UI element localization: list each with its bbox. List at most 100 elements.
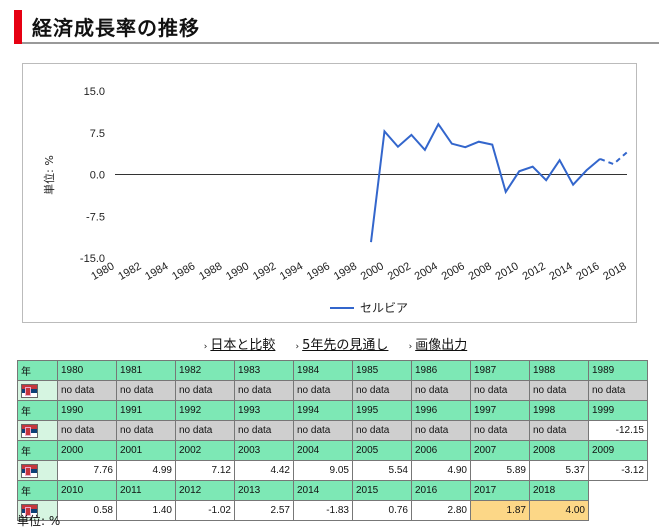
value-cell: no data [470, 420, 530, 441]
year-cell: 1983 [234, 360, 294, 381]
year-cell: 2011 [116, 480, 176, 501]
x-tick-label: 1994 [278, 260, 305, 283]
unit-note: 単位: % [17, 514, 61, 528]
table-value-row: 0.58 1.40 -1.02 2.57 -1.83 0.76 2.80 1.87 4.00 [17, 500, 648, 521]
x-tick-label: 1986 [170, 260, 197, 283]
x-tick-label: 1988 [197, 260, 224, 283]
year-cell: 2010 [57, 480, 117, 501]
x-tick-label: 2008 [467, 260, 494, 283]
year-header-cell: 年 [17, 480, 58, 501]
y-tick-label: 15.0 [84, 86, 105, 98]
table-year-row: 年 1980 1981 1982 1983 1984 1985 1986 1987 1988 198… [17, 360, 648, 381]
value-cell: no data [175, 420, 235, 441]
page-title: 経済成長率の推移 [32, 16, 200, 40]
value-cell: no data [293, 420, 353, 441]
value-cell: 1.87 [470, 500, 530, 521]
table-value-row: 7.76 4.99 7.12 4.42 9.05 5.54 4.90 5.89 5.37 -3.1… [17, 460, 648, 481]
y-tick-label: 0.0 [90, 170, 105, 182]
page-header: 経済成長率の推移 [14, 10, 659, 44]
value-cell: no data [116, 420, 176, 441]
value-cell: no data [175, 380, 235, 401]
value-cell: no data [234, 380, 294, 401]
year-cell: 2003 [234, 440, 294, 461]
year-cell: 1981 [116, 360, 176, 381]
year-cell: 1991 [116, 400, 176, 421]
value-cell: 0.58 [57, 500, 117, 521]
image-export-link[interactable]: › 画像出力 [409, 334, 468, 353]
year-cell: 1992 [175, 400, 235, 421]
value-cell: 7.76 [57, 460, 117, 481]
year-cell: 1993 [234, 400, 294, 421]
year-header-cell: 年 [17, 360, 58, 381]
year-cell: 2015 [352, 480, 412, 501]
year-header-cell: 年 [17, 400, 58, 421]
country-flag-cell [17, 500, 58, 521]
value-cell: 5.89 [470, 460, 530, 481]
year-cell: 1995 [352, 400, 412, 421]
table-year-row: 年 2000 2001 2002 2003 2004 2005 2006 2007 2008 200… [17, 440, 648, 461]
value-cell: -12.15 [588, 420, 648, 441]
year-cell: 1987 [470, 360, 530, 381]
x-tick-label: 1982 [116, 260, 143, 283]
value-cell: 5.37 [529, 460, 589, 481]
year-cell: 1997 [470, 400, 530, 421]
value-cell: no data [57, 420, 117, 441]
year-cell: 2000 [57, 440, 117, 461]
year-cell: 1989 [588, 360, 648, 381]
serbia-flag-icon [21, 423, 38, 438]
value-cell: no data [57, 380, 117, 401]
empty-cell [588, 500, 648, 521]
year-cell: 2002 [175, 440, 235, 461]
value-cell: 1.40 [116, 500, 176, 521]
country-flag-cell [17, 460, 58, 481]
x-tick-label: 2012 [520, 260, 547, 283]
chart-container: 15.0 7.5 0.0 -7.5 -15.0 1980 1982 1984 1986 1988 1… [22, 63, 637, 323]
year-cell: 2007 [470, 440, 530, 461]
value-cell: no data [529, 380, 589, 401]
country-flag-cell [17, 420, 58, 441]
year-cell: 1986 [411, 360, 471, 381]
value-cell: no data [234, 420, 294, 441]
year-cell: 1982 [175, 360, 235, 381]
value-cell: no data [116, 380, 176, 401]
five-year-outlook-label: 5年先の見通し [302, 338, 389, 353]
value-cell: no data [411, 380, 471, 401]
year-cell: 1996 [411, 400, 471, 421]
value-cell: 4.00 [529, 500, 589, 521]
year-cell: 1984 [293, 360, 353, 381]
value-cell: no data [588, 380, 648, 401]
y-tick-label: -15.0 [80, 253, 105, 265]
year-cell: 1980 [57, 360, 117, 381]
value-cell: 4.99 [116, 460, 176, 481]
series-line-serbia [370, 122, 601, 243]
year-cell: 2016 [411, 480, 471, 501]
image-export-label: 画像出力 [415, 338, 468, 353]
year-cell: 1994 [293, 400, 353, 421]
empty-cell [588, 480, 648, 501]
x-tick-label: 2002 [386, 260, 413, 283]
year-cell: 1990 [57, 400, 117, 421]
compare-japan-link[interactable]: › 日本と比較 [204, 334, 276, 353]
table-year-row: 年 1990 1991 1992 1993 1994 1995 1996 1997 1998 199… [17, 400, 648, 421]
year-cell: 2004 [293, 440, 353, 461]
serbia-flag-icon [21, 383, 38, 398]
year-cell: 2005 [352, 440, 412, 461]
year-cell: 1998 [529, 400, 589, 421]
table-value-row: no data no data no data no data no data no da… [17, 420, 648, 441]
x-tick-label: 2018 [601, 260, 628, 283]
compare-japan-label: 日本と比較 [210, 338, 276, 353]
x-tick-label: 2014 [547, 260, 574, 283]
x-tick-label: 1990 [224, 260, 251, 283]
year-cell: 1999 [588, 400, 648, 421]
year-header-cell: 年 [17, 440, 58, 461]
table-year-row: 年 2010 2011 2012 2013 2014 2015 2016 2017 2018 [17, 480, 648, 501]
chevron-right-icon: › [295, 342, 300, 352]
chevron-right-icon: › [203, 342, 208, 352]
value-cell: 9.05 [293, 460, 353, 481]
year-cell: 2013 [234, 480, 294, 501]
x-tick-label: 2010 [494, 260, 521, 283]
five-year-outlook-link[interactable]: › 5年先の見通し [296, 334, 389, 353]
x-tick-label: 1996 [305, 260, 332, 283]
table-value-row: no data no data no data no data no data no da… [17, 380, 648, 401]
